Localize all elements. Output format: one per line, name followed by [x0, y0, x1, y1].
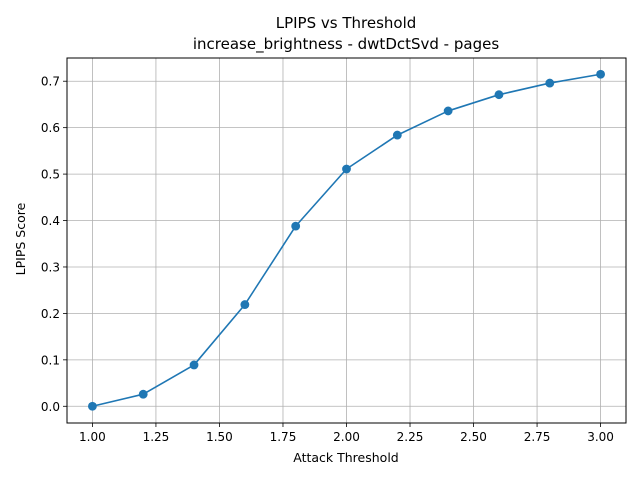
series-layer	[88, 69, 605, 411]
data-point	[392, 130, 402, 140]
y-tick-label: 0.2	[41, 307, 60, 321]
grid	[67, 58, 626, 423]
data-point	[88, 401, 97, 411]
x-axis-label: Attack Threshold	[293, 450, 398, 465]
data-point	[342, 164, 351, 174]
y-axis-label: LPIPS Score	[13, 202, 28, 275]
x-tick-label: 1.75	[270, 430, 297, 444]
data-point	[240, 300, 250, 309]
y-tick-label: 0.1	[41, 353, 60, 367]
data-point	[494, 90, 504, 100]
x-tick-label: 2.25	[397, 430, 424, 444]
x-tick-label: 1.25	[143, 430, 170, 444]
data-point	[596, 69, 605, 79]
data-point	[291, 221, 301, 231]
chart-title: LPIPS vs Threshold	[276, 14, 417, 32]
x-tick-label: 2.50	[460, 430, 487, 444]
data-point	[189, 360, 199, 370]
x-tick-label: 3.00	[587, 430, 614, 444]
x-tick-label: 1.00	[79, 430, 106, 444]
data-point	[138, 389, 148, 399]
y-tick-label: 0.5	[41, 168, 60, 182]
x-tick-label: 2.75	[524, 430, 551, 444]
y-tick-label: 0.6	[41, 121, 60, 135]
x-tick-label: 1.50	[206, 430, 233, 444]
data-point	[443, 106, 453, 116]
y-tick-label: 0.7	[41, 75, 60, 89]
chart-subtitle: increase_brightness - dwtDctSvd - pages	[193, 35, 499, 54]
y-tick-label: 0.4	[41, 214, 60, 228]
y-tick-label: 0.0	[41, 400, 60, 414]
y-axis-ticks: 0.0 0.1 0.2 0.3 0.4 0.5 0.6 0.7	[41, 75, 67, 414]
data-point	[545, 78, 555, 88]
x-axis-ticks: 1.00 1.25 1.50 1.75 2.00 2.25 2.50 2.75 3.00	[79, 423, 614, 444]
y-tick-label: 0.3	[41, 260, 60, 274]
x-tick-label: 2.00	[333, 430, 360, 444]
